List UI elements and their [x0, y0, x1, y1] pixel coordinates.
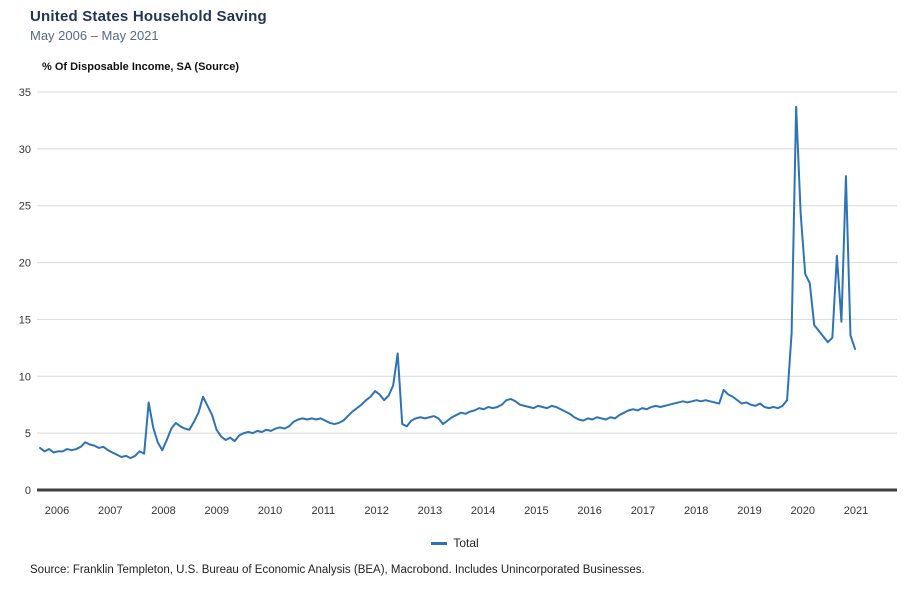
y-gridlines [37, 91, 897, 434]
svg-text:2018: 2018 [684, 505, 708, 517]
svg-text:2013: 2013 [418, 505, 442, 517]
svg-text:2015: 2015 [524, 505, 548, 517]
svg-text:25: 25 [19, 201, 31, 213]
svg-text:2016: 2016 [577, 505, 601, 517]
chart-title: United States Household Saving [30, 8, 267, 25]
x-axis-labels: 2006 2007 2008 2009 2010 2011 2012 2013 2014 2015… [45, 505, 868, 517]
svg-text:2020: 2020 [790, 505, 814, 517]
y-axis-labels: 0 5 10 15 20 25 30 35 [19, 87, 31, 497]
svg-text:2021: 2021 [844, 505, 868, 517]
y-axis-unit-label: % Of Disposable Income, SA (Source) [42, 61, 240, 73]
svg-text:2010: 2010 [258, 505, 282, 517]
svg-text:2008: 2008 [151, 505, 175, 517]
legend-series-label: Total [453, 536, 479, 550]
chart-subtitle: May 2006 – May 2021 [30, 28, 159, 43]
source-note: Source: Franklin Templeton, U.S. Bureau … [30, 564, 645, 576]
svg-text:15: 15 [19, 314, 31, 326]
svg-text:2019: 2019 [737, 505, 761, 517]
svg-text:20: 20 [19, 258, 31, 270]
svg-text:5: 5 [25, 428, 31, 440]
svg-text:0: 0 [25, 485, 31, 497]
svg-text:2006: 2006 [45, 505, 69, 517]
legend-line-marker [431, 541, 448, 545]
svg-text:2014: 2014 [471, 505, 495, 517]
legend: Total [0, 536, 910, 550]
svg-text:30: 30 [19, 144, 31, 156]
svg-text:35: 35 [19, 87, 31, 99]
svg-text:2012: 2012 [364, 505, 388, 517]
svg-text:2017: 2017 [631, 505, 655, 517]
svg-text:2011: 2011 [312, 505, 336, 517]
total-series-line [39, 105, 856, 460]
svg-text:10: 10 [19, 371, 31, 383]
svg-text:2007: 2007 [98, 505, 122, 517]
svg-text:2009: 2009 [205, 505, 229, 517]
